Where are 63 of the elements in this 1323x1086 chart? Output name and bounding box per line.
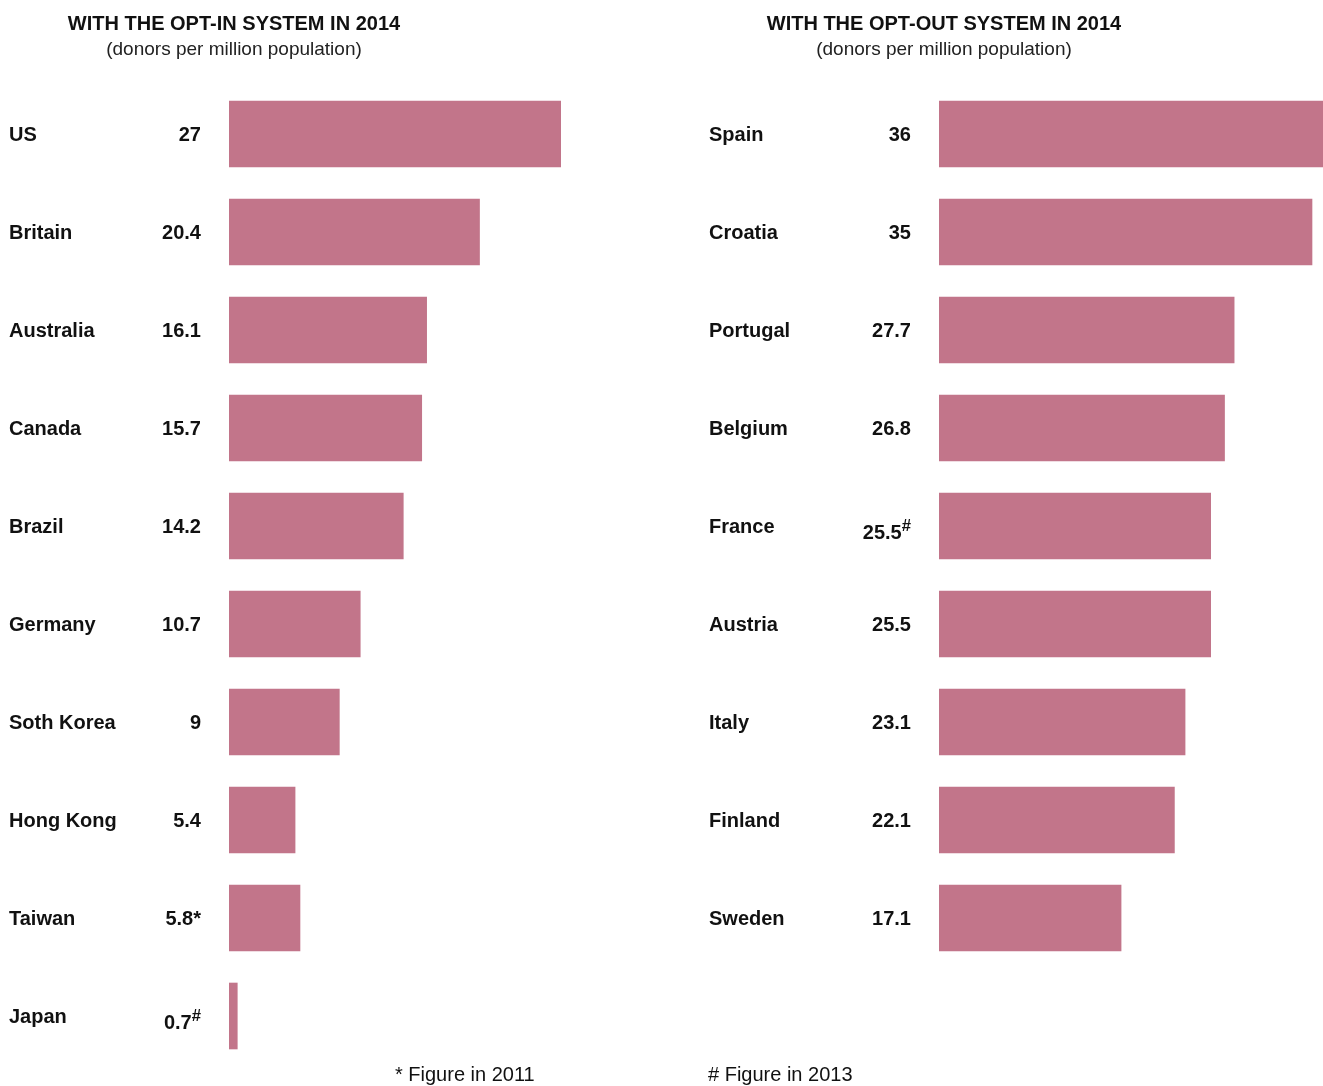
- y-tick-label: Soth Korea: [9, 711, 117, 733]
- data-label: 15.7: [162, 416, 201, 440]
- y-tick-label: Finland: [709, 809, 781, 831]
- data-label: 0.7$^{#}$: [163, 1005, 201, 1034]
- text: # Figure in 2013: [708, 1063, 853, 1085]
- bar: [229, 394, 423, 462]
- data-label: 27: [178, 122, 201, 146]
- y-tick-label: Croatia: [709, 221, 779, 243]
- data-label: 10.7: [162, 612, 201, 636]
- bar: [229, 100, 561, 168]
- data-label: 14.2: [162, 514, 201, 538]
- bar: [939, 688, 1186, 756]
- bar: [939, 884, 1122, 952]
- y-tick-label: Belgium: [709, 417, 788, 439]
- data-label: 16.1: [162, 318, 201, 342]
- y-tick-label: Canada: [9, 417, 83, 439]
- y-tick-label: Hong Kong: [9, 809, 117, 831]
- y-tick-label: Portugal: [709, 319, 791, 341]
- y-tick-label: US: [9, 123, 37, 145]
- bar: [229, 296, 427, 364]
- chart-title: WITH THE OPT-OUT SYSTEM IN 2014: [766, 12, 1123, 34]
- y-tick-label: Australia: [9, 319, 96, 341]
- y-tick-label: Brazil: [9, 515, 64, 537]
- data-label: 36: [888, 122, 911, 146]
- annotation: * Figure in 2011: [395, 1063, 535, 1085]
- bar: [939, 492, 1211, 560]
- y-tick-label: Taiwan: [9, 907, 76, 929]
- data-label: 26.8: [872, 416, 911, 440]
- data-label: 23.1: [872, 710, 911, 734]
- bar: [939, 786, 1175, 854]
- bar: [229, 786, 296, 854]
- bar: [939, 198, 1313, 266]
- y-tick-label: Japan: [9, 1005, 67, 1027]
- bar: [229, 688, 340, 756]
- data-label: 5.4: [173, 808, 201, 832]
- data-label: 20.4: [162, 220, 201, 244]
- bar: [229, 198, 480, 266]
- data-label: 22.1: [872, 808, 911, 832]
- bar: [939, 394, 1225, 462]
- bar: [229, 982, 238, 1050]
- y-tick-label: Sweden: [709, 907, 785, 929]
- bar: [229, 884, 301, 952]
- data-label: 5.8*: [165, 906, 201, 930]
- data-label: 35: [888, 220, 911, 244]
- y-tick-label: France: [709, 515, 775, 537]
- bar: [229, 590, 361, 658]
- chart-title: WITH THE OPT-IN SYSTEM IN 2014: [67, 12, 402, 34]
- chart-subtitle: (donors per million population): [816, 38, 1072, 59]
- bar: [939, 100, 1323, 168]
- bar: [939, 590, 1211, 658]
- data-label: 9: [189, 710, 201, 734]
- y-tick-label: Britain: [9, 221, 73, 243]
- data-label: 25.5$^{#}$: [862, 515, 911, 544]
- data-label: 27.7: [872, 318, 911, 342]
- bar: [939, 296, 1235, 364]
- y-tick-label: Germany: [9, 613, 97, 635]
- data-label: 17.1: [872, 906, 911, 930]
- data-label: 25.5: [872, 612, 911, 636]
- chart-subtitle: (donors per million population): [106, 38, 362, 59]
- y-tick-label: Spain: [709, 123, 764, 145]
- bar: [229, 492, 404, 560]
- y-tick-label: Austria: [709, 613, 779, 635]
- y-tick-label: Italy: [709, 711, 750, 733]
